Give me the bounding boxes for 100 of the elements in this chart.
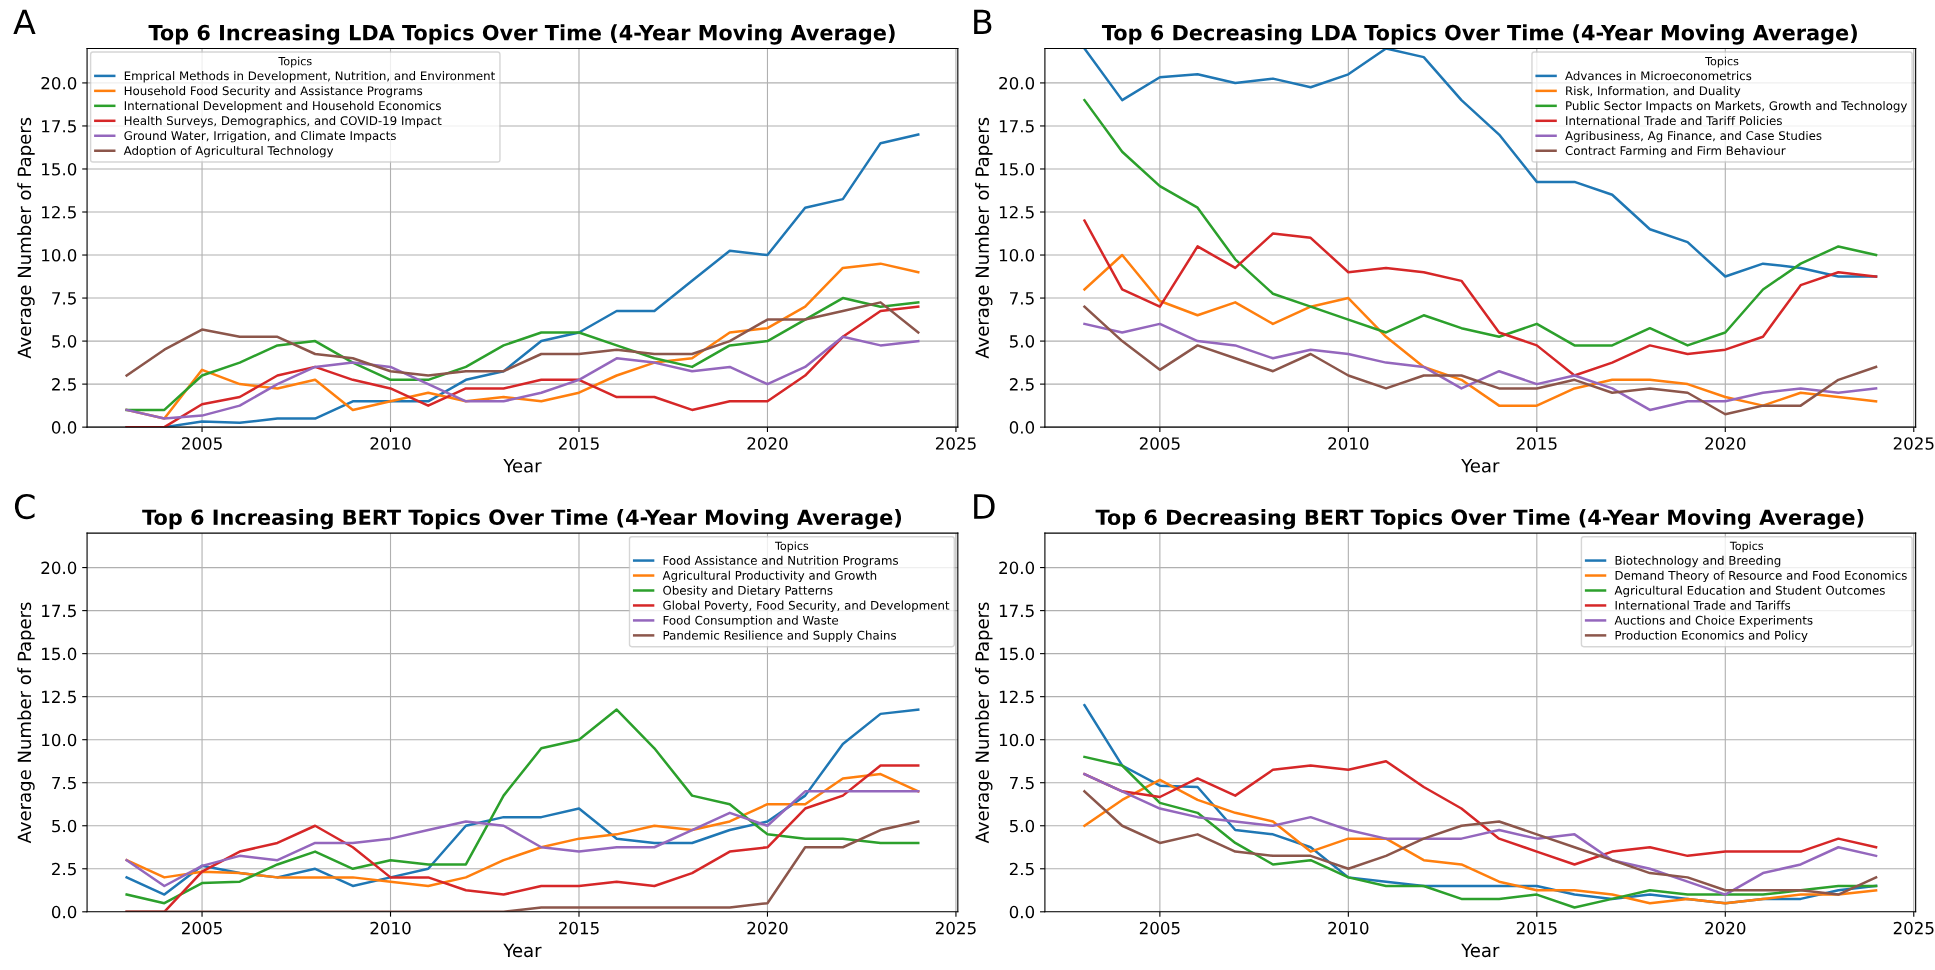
- x-tick-label: 2020: [1705, 921, 1746, 935]
- y-tick-label: 2.5: [52, 862, 76, 876]
- y-tick-label: 12.5: [999, 205, 1034, 219]
- legend-label: International Trade and Tariffs: [1615, 600, 1791, 610]
- x-axis-title: Year: [503, 459, 542, 473]
- y-tick-label: 17.5: [999, 120, 1034, 133]
- y-tick-label: 12.5: [999, 690, 1034, 704]
- legend-label: Contract Farming and Firm Behaviour: [1565, 145, 1786, 158]
- y-axis-title: Average Number of Papers: [17, 602, 35, 844]
- legend-label: International Development and Household Economics: [124, 100, 441, 113]
- y-tick-label: 10.0: [999, 248, 1035, 262]
- y-tick-label: 5.0: [52, 819, 77, 833]
- chart-title: Top 6 Decreasing LDA Topics Over Time (4-Year Moving Average): [1101, 24, 1857, 45]
- x-tick-label: 2010: [1328, 921, 1369, 935]
- legend-label: Global Poverty, Food Security, and Development: [663, 600, 950, 613]
- y-tick-label: 20.0: [999, 76, 1035, 90]
- y-tick-label: 2.5: [52, 378, 76, 391]
- y-tick-label: 10.0: [42, 248, 77, 262]
- legend-title: Topics: [774, 541, 809, 553]
- legend-label: Household Food Security and Assistance Programs: [124, 86, 423, 98]
- legend-label: Obesity and Dietary Patterns: [663, 585, 833, 598]
- y-tick-label: 17.5: [42, 120, 76, 133]
- legend-title: Topics: [1729, 541, 1764, 553]
- y-tick-label: 5.0: [52, 335, 77, 348]
- y-axis-title: Average Number of Papers: [17, 117, 35, 359]
- x-tick-label: 2025: [935, 437, 976, 450]
- legend-label: Pandemic Resilience and Supply Chains: [663, 630, 897, 642]
- legend-label: Emprical Methods in Development, Nutrition, and Environment: [124, 71, 495, 83]
- legend-title: Topics: [1705, 56, 1739, 68]
- x-axis-title: Year: [503, 943, 542, 958]
- legend-label: Biotechnology and Breeding: [1615, 555, 1781, 568]
- y-tick-label: 0.0: [51, 421, 77, 434]
- y-tick-label: 0.0: [51, 905, 77, 919]
- y-tick-label: 15.0: [42, 162, 77, 176]
- y-axis-title: Average Number of Papers: [975, 602, 993, 844]
- x-tick-label: 2020: [747, 437, 788, 450]
- legend-label: Adoption of Agricultural Technology: [123, 145, 334, 158]
- line-series: [1083, 322, 1878, 412]
- text: D: [974, 494, 995, 519]
- line-series: [125, 335, 920, 420]
- legend-label: Demand Theory of Resource and Food Economics: [1615, 570, 1907, 583]
- text: C: [14, 493, 35, 520]
- y-tick-label: 10.0: [42, 733, 77, 747]
- x-tick-label: 2025: [1893, 921, 1934, 935]
- line-series: [1083, 253, 1878, 407]
- x-axis-title: Year: [1461, 459, 1500, 473]
- x-tick-label: 2005: [182, 921, 222, 935]
- legend-label: Auctions and Choice Experiments: [1614, 615, 1813, 628]
- y-tick-label: 7.5: [1010, 776, 1034, 790]
- y-tick-label: 5.0: [1009, 819, 1035, 833]
- y-tick-label: 5.0: [1009, 335, 1035, 348]
- legend-label: Agribusiness, Ag Finance, and Case Studies: [1565, 130, 1822, 143]
- y-tick-label: 2.5: [1009, 862, 1034, 876]
- x-tick-label: 2025: [1893, 437, 1934, 450]
- x-tick-label: 2025: [935, 921, 976, 935]
- line-series: [125, 301, 920, 377]
- y-tick-label: 7.5: [52, 776, 76, 790]
- line-series: [1083, 305, 1878, 416]
- chart-title: Top 6 Increasing BERT Topics Over Time (4-Year Moving Average): [142, 509, 902, 530]
- y-tick-label: 15.0: [42, 647, 77, 661]
- line-series: [1083, 219, 1878, 377]
- x-tick-label: 2010: [370, 437, 411, 450]
- legend-label: Health Surveys, Demographics, and COVID-19 Impact: [124, 115, 442, 128]
- legend-label: Agricultural Education and Student Outcomes: [1614, 585, 1885, 598]
- x-tick-label: 2005: [1139, 921, 1180, 935]
- legend-label: Food Assistance and Nutrition Programs: [663, 555, 899, 568]
- y-axis-title: Average Number of Papers: [975, 117, 993, 359]
- x-tick-label: 2005: [1139, 437, 1180, 450]
- x-tick-label: 2020: [1705, 437, 1746, 450]
- y-tick-label: 15.0: [999, 162, 1035, 176]
- x-tick-label: 2015: [559, 921, 599, 935]
- y-tick-label: 12.5: [42, 205, 76, 219]
- line-series: [1083, 755, 1878, 909]
- x-tick-label: 2010: [1328, 437, 1369, 450]
- legend-label: Advances in Microeconometrics: [1565, 71, 1752, 81]
- chart-title: Top 6 Decreasing BERT Topics Over Time (4-Year Moving Average): [1095, 509, 1864, 530]
- y-tick-label: 20.0: [999, 561, 1035, 575]
- y-tick-label: 0.0: [1009, 421, 1035, 434]
- x-tick-label: 2015: [559, 437, 599, 450]
- y-tick-label: 7.5: [1010, 292, 1034, 305]
- legend-label: Agricultural Productivity and Growth: [662, 570, 877, 583]
- x-tick-label: 2010: [370, 921, 411, 935]
- y-tick-label: 15.0: [999, 647, 1035, 661]
- x-tick-label: 2015: [1516, 437, 1557, 450]
- chart-title: Top 6 Increasing LDA Topics Over Time (4-Year Moving Average): [148, 24, 895, 45]
- legend-label: International Trade and Tariff Policies: [1566, 115, 1782, 126]
- legend-label: Ground Water, Irrigation, and Climate Impacts: [124, 130, 396, 143]
- x-tick-label: 2015: [1516, 921, 1557, 935]
- legend-title: Topics: [278, 56, 312, 68]
- y-tick-label: 2.5: [1009, 378, 1034, 391]
- text: B: [974, 9, 992, 34]
- legend-label: Food Consumption and Waste: [663, 615, 839, 628]
- x-tick-label: 2005: [182, 437, 222, 450]
- text: A: [13, 9, 36, 34]
- legend-label: Risk, Information, and Duality: [1566, 86, 1741, 98]
- legend-label: Production Economics and Policy: [1615, 630, 1808, 642]
- legend-label: Public Sector Impacts on Markets, Growth and Technology: [1566, 100, 1908, 113]
- line-series: [125, 790, 920, 888]
- x-tick-label: 2020: [747, 921, 788, 935]
- y-tick-label: 0.0: [1009, 905, 1035, 919]
